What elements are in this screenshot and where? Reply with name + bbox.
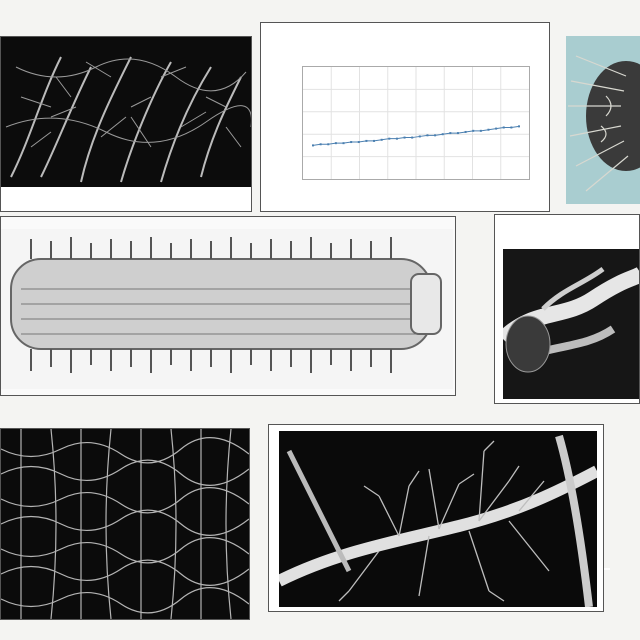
vein-network-image — [1, 37, 251, 187]
chart-plot-area — [302, 66, 530, 180]
data-point — [395, 137, 398, 140]
panel-top-left — [0, 36, 252, 212]
data-point — [441, 133, 444, 136]
branch-closeup-image — [503, 249, 639, 399]
data-point — [518, 125, 520, 128]
data-point — [456, 132, 459, 135]
data-point — [312, 144, 314, 147]
data-point — [479, 129, 482, 132]
data-point — [434, 134, 437, 137]
data-point — [327, 143, 330, 146]
data-point — [342, 142, 345, 145]
data-point — [334, 142, 337, 145]
panel-top-right — [556, 22, 640, 210]
data-point — [502, 126, 505, 129]
data-point — [380, 138, 383, 141]
data-point — [373, 139, 376, 142]
data-point — [350, 141, 353, 144]
data-point — [426, 134, 429, 137]
coral-specimen-image — [1, 229, 453, 389]
data-point — [403, 136, 406, 139]
panel-mid-right — [494, 214, 640, 404]
panel-mid-left — [0, 216, 456, 396]
data-point — [388, 137, 391, 140]
specimen-image — [566, 36, 640, 204]
data-point — [449, 132, 452, 135]
line-chart — [303, 67, 529, 179]
data-point — [472, 129, 475, 132]
data-point — [411, 136, 414, 139]
data-point — [418, 135, 421, 138]
data-point — [510, 126, 513, 129]
data-point — [464, 130, 467, 133]
dense-network-image — [1, 429, 249, 619]
panel-stamp — [604, 568, 610, 570]
data-point — [495, 127, 498, 130]
panel-bottom-center — [268, 424, 604, 612]
tree-branching-image — [279, 431, 597, 607]
panel-bottom-left — [0, 428, 250, 620]
data-point — [365, 139, 368, 142]
series-line — [312, 125, 520, 146]
data-point — [319, 143, 322, 146]
data-point — [357, 141, 360, 144]
data-point — [487, 128, 490, 131]
